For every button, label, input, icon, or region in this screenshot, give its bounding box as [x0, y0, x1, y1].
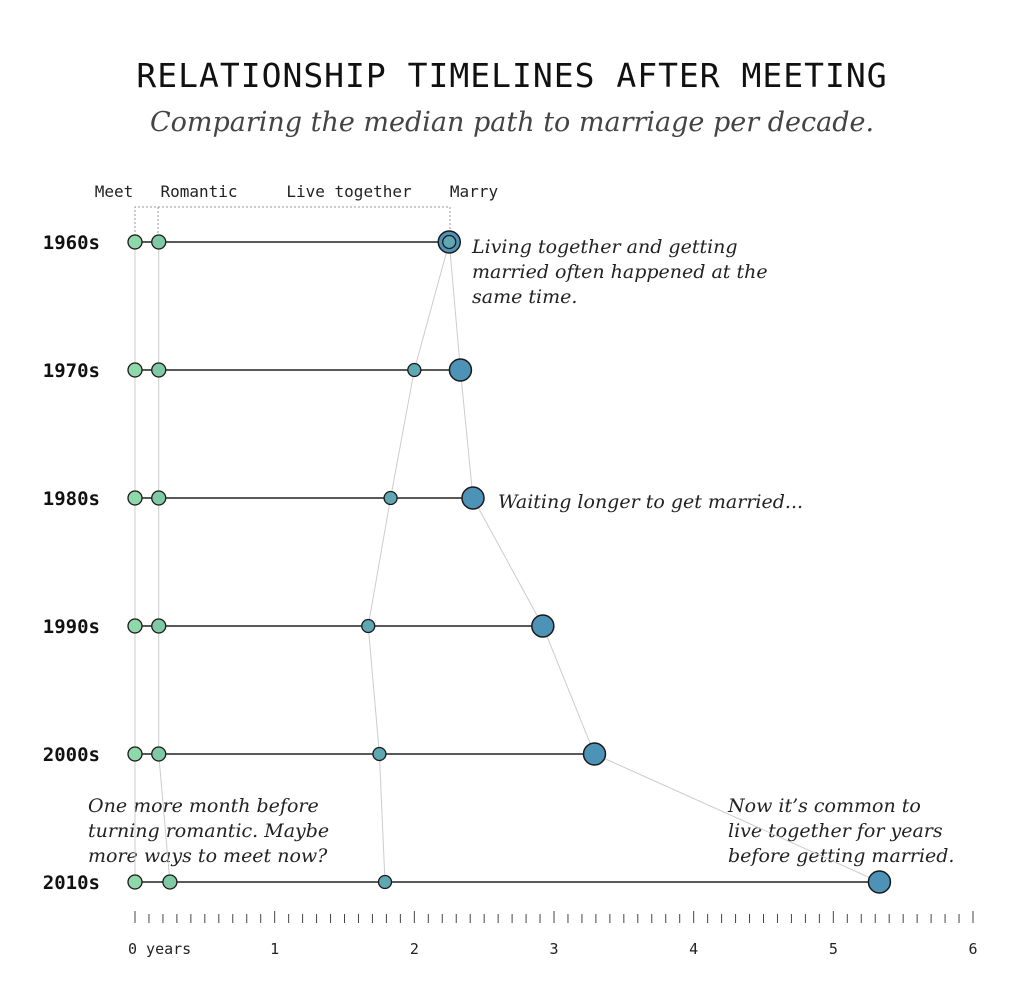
live-together-dot-2010s	[377, 874, 393, 890]
romantic-dot-1960s	[151, 234, 167, 250]
live-together-dot-1960s	[442, 234, 457, 250]
decade-label-1960s: 1960s	[43, 232, 100, 254]
live-together-dot-2000s	[372, 746, 387, 762]
tick-label: 4	[689, 940, 698, 958]
stage-label-romantic: Romantic	[160, 182, 237, 201]
stage-label-marry: Marry	[450, 182, 499, 201]
decade-label-2010s: 2010s	[43, 872, 100, 894]
stage-label-bracket	[134, 206, 451, 236]
annotation-1980s: Waiting longer to get married...	[498, 491, 803, 513]
decade-row-2010s: 2010s	[43, 870, 892, 894]
romantic-dot-2010s	[162, 874, 178, 890]
meet-dot-2010s	[127, 874, 143, 890]
connector-live	[367, 241, 450, 883]
stage-label-meet: Meet	[95, 182, 134, 201]
decade-label-1970s: 1970s	[43, 360, 100, 382]
meet-dot-1980s	[127, 490, 143, 506]
tick-label: 2	[410, 940, 419, 958]
meet-dot-1960s	[127, 234, 143, 250]
tick-label: 3	[549, 940, 558, 958]
romantic-dot-1990s	[151, 618, 167, 634]
meet-dot-1970s	[127, 362, 143, 378]
chart-title: RELATIONSHIP TIMELINES AFTER MEETING	[136, 56, 887, 95]
tick-label: 5	[829, 940, 838, 958]
marry-dot-2000s	[582, 742, 607, 766]
meet-dot-2000s	[127, 746, 143, 762]
tick-label: 6	[968, 940, 977, 958]
marry-dot-1990s	[531, 614, 555, 638]
annotation-2010s-right: Now it’s common to live together for yea…	[727, 795, 954, 867]
live-together-dot-1990s	[361, 618, 376, 634]
live-together-dot-1970s	[407, 362, 422, 378]
decade-row-1990s: 1990s	[43, 614, 555, 638]
connector-marry	[448, 241, 880, 883]
marry-dot-1970s	[448, 358, 473, 382]
stage-label-live-together: Live together	[286, 182, 412, 201]
x-axis: 0 years 1 2 3 4 5 6	[128, 911, 978, 958]
marry-dot-2010s	[867, 870, 892, 894]
stage-connector-lines	[134, 241, 880, 883]
live-together-dot-1980s	[383, 490, 398, 506]
decade-row-1980s: 1980s	[43, 486, 485, 510]
chart-subtitle: Comparing the median path to marriage pe…	[150, 107, 874, 138]
decade-row-2000s: 2000s	[43, 742, 607, 766]
decade-row-1960s: 1960s	[43, 230, 461, 254]
annotation-1960s: Living together and getting married ofte…	[471, 236, 774, 308]
marry-dot-1980s	[461, 486, 485, 510]
decade-label-2000s: 2000s	[43, 744, 100, 766]
tick-label: 0 years	[128, 940, 191, 958]
decade-rows: 1960s 1970s 1980s 1990s 2000s 2010s	[43, 230, 892, 894]
tick-label: 1	[270, 940, 279, 958]
romantic-dot-1970s	[151, 362, 167, 378]
decade-row-1970s: 1970s	[43, 358, 473, 382]
romantic-dot-2000s	[151, 746, 167, 762]
annotation-2010s-left: One more month before turning romantic. …	[88, 795, 335, 867]
romantic-dot-1980s	[151, 490, 167, 506]
meet-dot-1990s	[127, 618, 143, 634]
decade-label-1990s: 1990s	[43, 616, 100, 638]
connector-romantic	[158, 242, 171, 883]
decade-label-1980s: 1980s	[43, 488, 100, 510]
